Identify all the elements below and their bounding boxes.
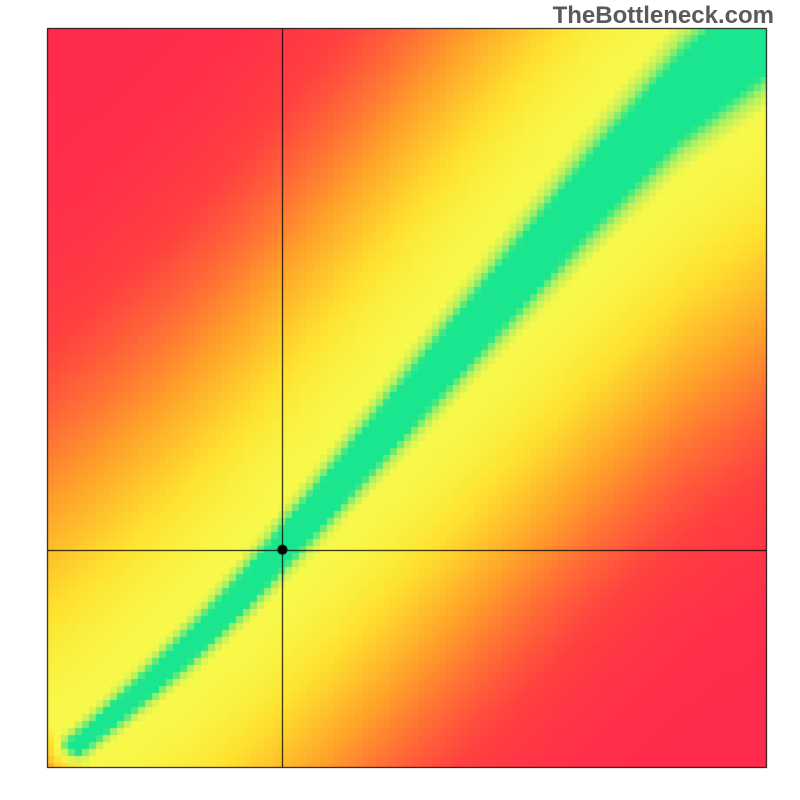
bottleneck-heatmap (0, 0, 800, 800)
watermark-text: TheBottleneck.com (553, 2, 774, 30)
chart-container: TheBottleneck.com (0, 0, 800, 800)
